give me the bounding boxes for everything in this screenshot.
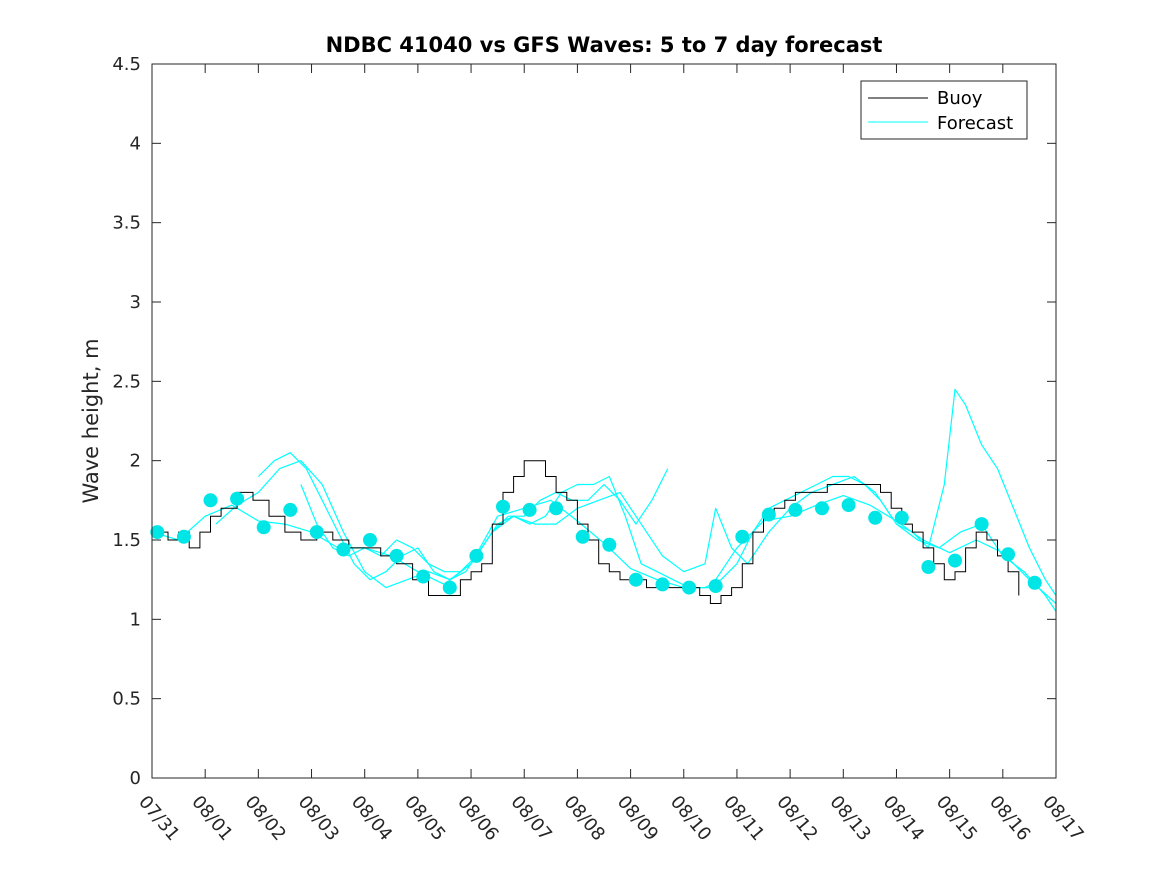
forecast-marker [628,572,643,587]
forecast-marker [522,502,537,517]
y-axis-label: Wave height, m [79,338,103,503]
y-tick-label: 0.5 [112,689,141,710]
forecast-marker [735,529,750,544]
forecast-marker [283,502,298,517]
y-tick-label: 3 [130,292,141,313]
chart-title: NDBC 41040 vs GFS Waves: 5 to 7 day fore… [326,33,883,57]
x-tick-label: 08/05 [400,792,449,845]
forecast-marker [363,533,377,547]
plot-area [152,64,1056,778]
y-tick-label: 4.5 [112,54,141,75]
x-tick-label: 08/13 [825,792,874,845]
forecast-marker [230,491,245,506]
x-tick-label: 08/09 [613,792,662,845]
forecast-marker [575,529,590,544]
forecast-marker [868,510,883,525]
forecast-marker [788,502,803,517]
forecast-marker [974,517,989,532]
forecast-marker [150,525,165,540]
forecast-marker [815,501,829,516]
legend-forecast-label: Forecast [937,113,1013,134]
x-tick-label: 08/14 [879,792,928,845]
x-tick-label: 08/08 [560,792,609,845]
x-tick-label: 08/02 [241,792,290,845]
forecast-marker [549,501,564,516]
forecast-marker [1001,547,1016,562]
x-tick-label: 08/11 [719,792,768,845]
forecast-marker [496,499,510,514]
x-tick-label: 08/17 [1038,792,1087,845]
forecast-marker [841,498,856,513]
forecast-marker [203,493,218,508]
forecast-marker [1027,575,1042,590]
forecast-marker [176,529,191,544]
legend-box [860,80,1028,140]
y-tick-label: 1 [130,609,141,630]
forecast-marker [761,507,776,522]
forecast-marker [469,548,484,563]
y-tick-label: 0 [130,768,141,789]
forecast-marker [416,569,431,584]
forecast-marker [708,579,723,593]
y-tick-label: 4 [130,133,141,154]
forecast-line-3 [257,388,1057,596]
legend-buoy-label: Buoy [937,88,983,109]
forecast-marker [336,542,351,557]
forecast-marker [894,510,909,525]
y-tick-label: 1.5 [112,530,141,551]
forecast-marker [948,553,962,568]
forecast-marker [602,537,617,552]
forecast-marker [442,580,457,595]
x-tick-label: 08/12 [772,792,821,845]
forecast-marker [921,560,936,574]
plot-frame [151,63,1057,779]
forecast-markers [150,491,1042,595]
forecast-marker [682,580,697,595]
x-tick-label: 08/15 [932,792,981,845]
x-tick-label: 08/01 [187,792,236,845]
x-tick-label: 08/04 [347,792,396,845]
y-tick-label: 2.5 [112,371,141,392]
x-tick-label: 08/10 [666,792,715,845]
legend: Buoy Forecast [860,80,1028,140]
forecast-marker [256,520,271,535]
x-tick-label: 08/06 [453,792,502,845]
x-tick-label: 07/31 [134,792,183,845]
forecast-marker [655,577,670,592]
x-tick-label: 08/03 [294,792,343,845]
forecast-line-4 [300,468,669,573]
y-tick-label: 3.5 [112,213,141,234]
y-tick-label: 2 [130,451,141,472]
x-tick-label: 08/07 [506,792,555,845]
forecast-marker [309,525,324,540]
forecast-marker [389,548,404,563]
x-tick-label: 08/16 [985,792,1034,845]
